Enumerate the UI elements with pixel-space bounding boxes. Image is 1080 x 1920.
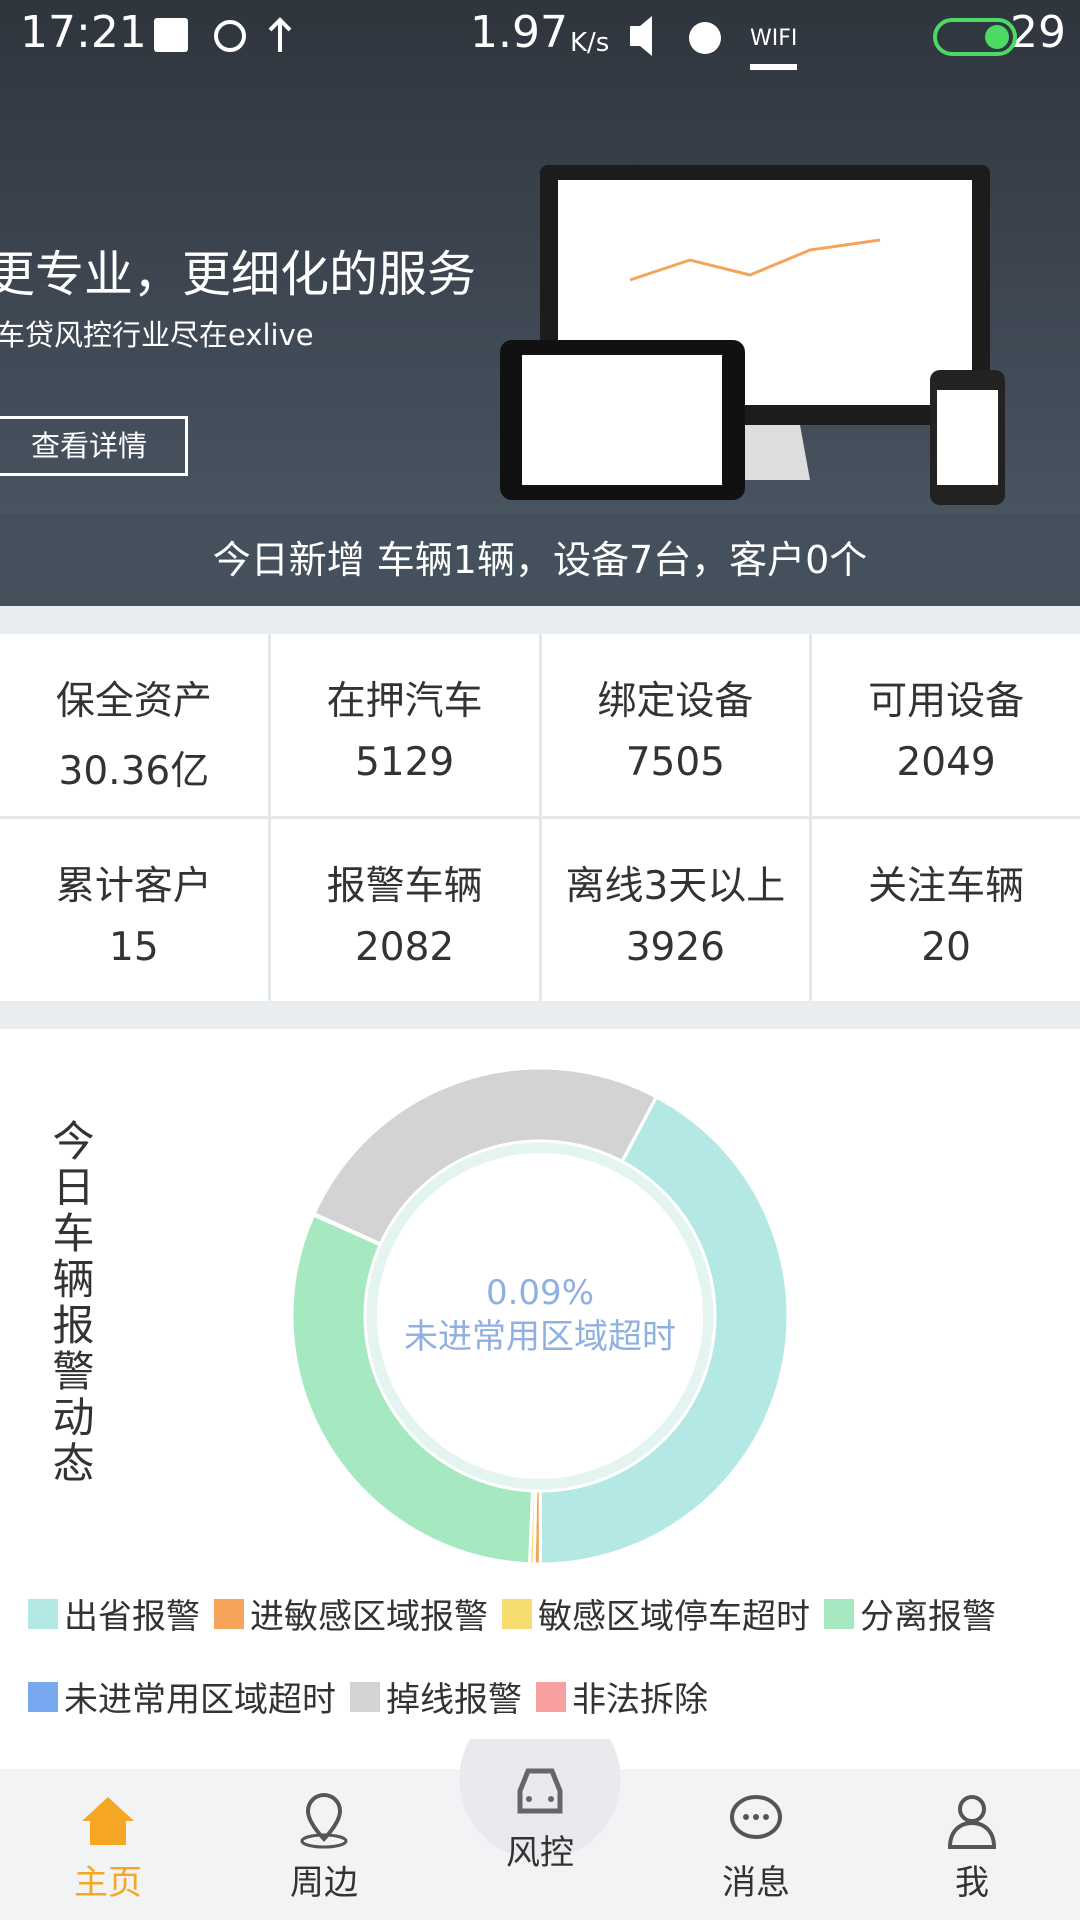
stat-cell: 保全资产 30.36亿 <box>0 634 268 816</box>
tab[interactable]: 我 <box>864 1769 1080 1920</box>
stat-cell: 报警车辆 2082 <box>270 819 539 1001</box>
legend-item[interactable]: 分离报警 <box>824 1589 996 1638</box>
legend-label: 进敏感区域报警 <box>250 1597 488 1637</box>
legend-label: 出省报警 <box>64 1597 200 1637</box>
stat-value: 20 <box>921 925 971 970</box>
legend-item[interactable]: 进敏感区域报警 <box>214 1589 488 1638</box>
donut-segment <box>312 1066 659 1246</box>
stat-cell: 可用设备 2049 <box>812 634 1080 816</box>
stat-label: 在押汽车 <box>326 679 483 724</box>
stat-label: 绑定设备 <box>597 679 754 724</box>
device-illustration <box>500 165 1005 505</box>
tab-label: 风控 <box>506 1833 574 1873</box>
tab-icon <box>517 1768 563 1814</box>
tab[interactable]: 主页 <box>0 1769 216 1920</box>
stat-cell: 绑定设备 7505 <box>541 634 810 816</box>
stat-cell: 离线3天以上 3926 <box>541 819 810 1001</box>
center-name: 未进常用区域超时 <box>404 1317 676 1357</box>
legend-swatch <box>28 1681 58 1712</box>
tab-icon <box>300 1792 348 1849</box>
stats-grid: 保全资产 30.36亿 在押汽车 5129 绑定设备 7505 可用设备 2049 累计客户 15… <box>0 634 1080 1001</box>
stat-label: 保全资产 <box>55 679 212 724</box>
legend-swatch <box>502 1598 532 1629</box>
donut-segment <box>290 1212 535 1566</box>
legend-label: 敏感区域停车超时 <box>538 1597 810 1637</box>
inner-ring <box>365 1141 715 1491</box>
donut-segment <box>538 1094 790 1566</box>
chart-title: 今日车辆报警动态 <box>46 1119 95 1487</box>
legend-label: 分离报警 <box>860 1597 996 1637</box>
stat-value: 30.36亿 <box>58 749 210 794</box>
legend-swatch <box>536 1681 566 1712</box>
banner-headline: 更专业，更细化的服务 <box>0 246 477 303</box>
tab-label: 周边 <box>290 1863 358 1903</box>
tab-label: 消息 <box>722 1863 790 1903</box>
today-summary: 今日新增 车辆1辆，设备7台，客户0个 <box>0 514 1080 606</box>
details-button[interactable]: 查看详情 <box>0 416 188 476</box>
legend: 出省报警 进敏感区域报警 敏感区域停车超时 分离报警未进常用区域超时 掉线报警 非法拆除 <box>28 1589 1068 1721</box>
stat-label: 离线3天以上 <box>565 864 786 909</box>
stat-value: 7505 <box>625 740 725 785</box>
stat-label: 可用设备 <box>868 679 1025 724</box>
legend-item[interactable]: 非法拆除 <box>536 1672 708 1721</box>
status-icons <box>154 16 1017 56</box>
tab-bar: 主页 周边 风控消息 我 <box>0 1739 1080 1920</box>
net-speed: 1.97 <box>470 7 568 58</box>
wifi: WIFI <box>750 14 798 70</box>
net-unit: K/s <box>570 28 610 58</box>
stat-cell: 累计客户 15 <box>0 819 268 1001</box>
banner-subline: 车贷风控行业尽在exlive <box>0 318 314 352</box>
stat-cell: 关注车辆 20 <box>812 819 1080 1001</box>
tab-label: 主页 <box>74 1863 142 1903</box>
stat-label: 报警车辆 <box>326 864 483 909</box>
legend-item[interactable]: 掉线报警 <box>350 1672 522 1721</box>
tab-label: 我 <box>955 1863 989 1903</box>
stat-label: 关注车辆 <box>868 864 1025 909</box>
legend-label: 非法拆除 <box>572 1680 708 1720</box>
legend-swatch <box>214 1598 244 1629</box>
stat-value: 2082 <box>354 925 455 970</box>
legend-item[interactable]: 敏感区域停车超时 <box>502 1589 810 1638</box>
tab[interactable]: 消息 <box>648 1769 864 1920</box>
tab-icon <box>730 1795 782 1839</box>
tab-icon <box>947 1795 997 1849</box>
donut-segment <box>620 1094 659 1164</box>
donut-chart: 0.09%未进常用区域超时 <box>290 1066 790 1566</box>
stat-label: 累计客户 <box>55 864 212 909</box>
battery: 29 <box>1010 7 1066 58</box>
legend-swatch <box>28 1598 58 1629</box>
tab[interactable]: 周边 <box>216 1769 432 1920</box>
legend-swatch <box>350 1681 380 1712</box>
legend-item[interactable]: 未进常用区域超时 <box>28 1672 336 1721</box>
legend-swatch <box>824 1598 854 1629</box>
stat-value: 2049 <box>896 740 996 785</box>
clock: 17:21 <box>20 7 147 58</box>
center-value: 0.09% <box>486 1273 594 1313</box>
legend-label: 未进常用区域超时 <box>64 1680 336 1720</box>
header: 17:21 1.97 K/s WIFI 29 更专业，更细化的服务 车贷风控行业… <box>0 0 1080 606</box>
tab[interactable]: 风控 <box>432 1739 648 1920</box>
chart-panel: 今日车辆报警动态 0.09% 未进常用区域超时 出省报警 进敏感区域报警 敏感区域停车… <box>0 1029 1080 1769</box>
tab-icon <box>82 1797 134 1845</box>
legend-item[interactable]: 出省报警 <box>28 1589 200 1638</box>
stat-value: 15 <box>109 925 159 970</box>
legend-label: 掉线报警 <box>386 1680 522 1720</box>
stat-value: 5129 <box>354 740 455 785</box>
stat-cell: 在押汽车 5129 <box>270 634 539 816</box>
stat-value: 3926 <box>625 925 725 970</box>
